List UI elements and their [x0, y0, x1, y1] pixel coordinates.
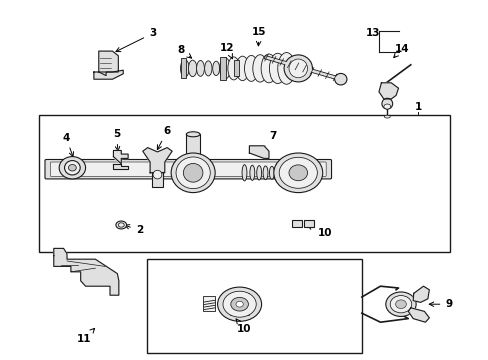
Ellipse shape: [384, 115, 389, 118]
Ellipse shape: [217, 287, 261, 321]
Ellipse shape: [383, 104, 390, 109]
Ellipse shape: [153, 170, 162, 179]
Text: 5: 5: [113, 129, 120, 151]
Ellipse shape: [334, 73, 346, 85]
Text: 4: 4: [62, 132, 73, 157]
Ellipse shape: [389, 296, 411, 313]
Bar: [233, 60, 238, 76]
FancyBboxPatch shape: [45, 159, 331, 179]
Polygon shape: [407, 308, 428, 322]
Bar: [220, 57, 225, 80]
Ellipse shape: [183, 163, 203, 182]
Text: 10: 10: [236, 319, 251, 334]
Ellipse shape: [288, 165, 307, 181]
Text: 6: 6: [157, 126, 170, 150]
Ellipse shape: [188, 60, 196, 77]
Ellipse shape: [68, 165, 76, 171]
Bar: [304, 220, 313, 227]
Ellipse shape: [180, 60, 189, 77]
Ellipse shape: [118, 223, 124, 227]
Ellipse shape: [223, 291, 256, 317]
Bar: [151, 172, 163, 187]
Ellipse shape: [59, 157, 85, 179]
Ellipse shape: [385, 292, 415, 316]
Text: 3: 3: [116, 28, 156, 51]
Bar: [181, 58, 185, 78]
Polygon shape: [54, 248, 119, 295]
Ellipse shape: [273, 153, 322, 193]
Polygon shape: [249, 146, 268, 158]
Ellipse shape: [263, 166, 267, 180]
Ellipse shape: [279, 157, 317, 188]
Ellipse shape: [204, 61, 212, 76]
Text: 9: 9: [428, 299, 451, 309]
Ellipse shape: [236, 56, 248, 81]
Ellipse shape: [171, 153, 215, 193]
Text: 13: 13: [365, 28, 379, 38]
Ellipse shape: [228, 62, 234, 75]
Text: 7: 7: [260, 131, 276, 152]
Bar: [203, 296, 215, 311]
Bar: [291, 220, 301, 227]
Polygon shape: [99, 51, 118, 76]
Ellipse shape: [221, 62, 226, 75]
Ellipse shape: [277, 53, 295, 84]
Polygon shape: [94, 70, 123, 79]
Ellipse shape: [235, 301, 243, 307]
Ellipse shape: [186, 132, 200, 137]
Ellipse shape: [219, 58, 230, 79]
Ellipse shape: [381, 98, 392, 109]
Ellipse shape: [274, 164, 279, 182]
Bar: [146, 259, 361, 353]
Ellipse shape: [64, 161, 80, 175]
Ellipse shape: [176, 157, 210, 189]
Text: 10: 10: [307, 225, 332, 238]
Polygon shape: [378, 83, 398, 99]
Polygon shape: [412, 286, 428, 302]
Ellipse shape: [269, 53, 285, 84]
Ellipse shape: [116, 221, 126, 229]
Ellipse shape: [242, 165, 246, 181]
Bar: [229, 293, 249, 315]
Text: 1: 1: [414, 102, 421, 112]
Ellipse shape: [212, 61, 219, 76]
Text: 14: 14: [394, 44, 408, 54]
Polygon shape: [142, 148, 172, 173]
Ellipse shape: [395, 300, 406, 309]
Ellipse shape: [249, 165, 254, 180]
Ellipse shape: [252, 55, 267, 82]
Ellipse shape: [244, 55, 258, 81]
FancyBboxPatch shape: [50, 162, 325, 176]
Polygon shape: [113, 164, 128, 169]
Ellipse shape: [288, 59, 307, 78]
Ellipse shape: [269, 166, 274, 179]
Text: 8: 8: [177, 45, 191, 58]
Bar: [186, 134, 200, 154]
Ellipse shape: [256, 166, 261, 180]
Bar: [39, 115, 449, 252]
Ellipse shape: [284, 55, 312, 82]
Ellipse shape: [261, 54, 276, 83]
Text: 11: 11: [77, 328, 94, 344]
Polygon shape: [113, 150, 128, 164]
Ellipse shape: [196, 60, 204, 76]
Text: 15: 15: [251, 27, 266, 46]
Ellipse shape: [230, 297, 248, 311]
Text: 2: 2: [124, 225, 142, 235]
Text: 12: 12: [220, 43, 234, 59]
Ellipse shape: [227, 57, 239, 80]
